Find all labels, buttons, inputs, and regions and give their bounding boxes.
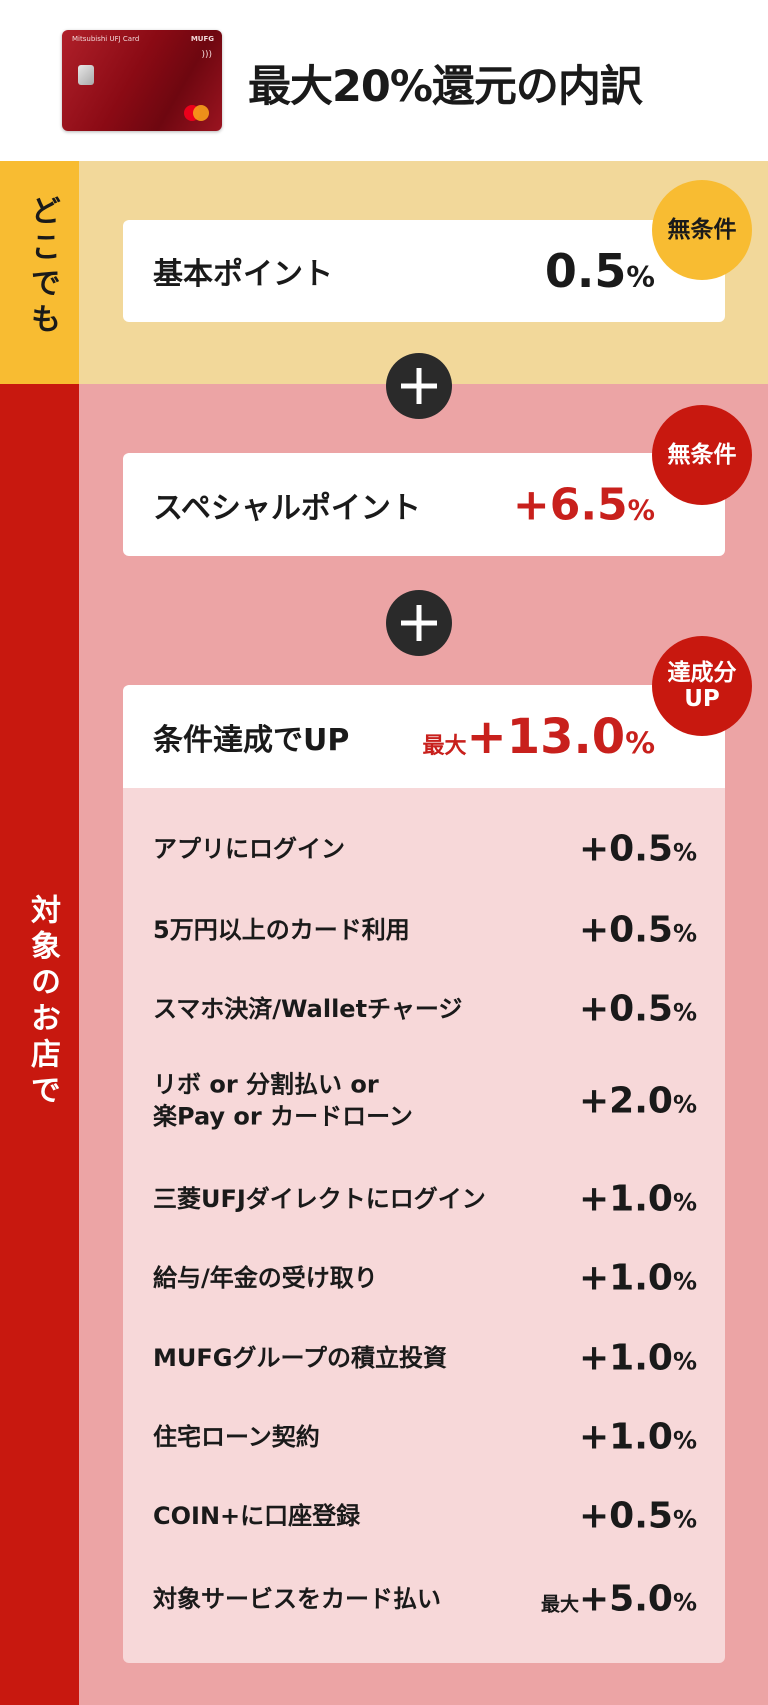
list-item: 給与/年金の受け取り +1.0% [123,1248,725,1308]
credit-card-image: Mitsubishi UFJ Card MUFG ))) [62,30,222,131]
plus-icon [386,353,452,419]
item-value: +0.5% [579,828,697,870]
item-label: スマホ決済/Walletチャージ [153,994,463,1023]
basic-point-card: 基本ポイント 0.5% [123,220,725,322]
conditional-point-label: 条件達成でUP [153,722,350,758]
plus-icon [386,590,452,656]
conditional-point-value: 最大+13.0% [422,708,655,765]
item-label: 5万円以上のカード利用 [153,915,410,944]
unconditional-badge-red: 無条件 [652,405,752,505]
item-value: 最大+5.0% [541,1578,697,1620]
item-label: 対象サービスをカード払い [153,1584,441,1613]
list-item: スマホ決済/Walletチャージ +0.5% [123,979,725,1039]
basic-point-label: 基本ポイント [153,257,333,292]
achievement-up-badge: 達成分 UP [652,636,752,736]
basic-point-value: 0.5% [544,244,655,298]
item-label: リボ or 分割払い or 楽Pay or カードローン [153,1070,413,1131]
badge-line-2: UP [684,686,720,712]
anywhere-side-strip: どこでも [0,161,79,385]
item-label: MUFGグループの積立投資 [153,1343,448,1372]
list-item: MUFGグループの積立投資 +1.0% [123,1328,725,1388]
item-value: +1.0% [579,1257,697,1299]
item-value: +1.0% [579,1416,697,1458]
item-value: +1.0% [579,1337,697,1379]
anywhere-side-label: どこでも [25,195,60,339]
chip-icon [78,65,94,85]
stores-side-strip: 対象のお店で [0,384,79,1705]
list-item: 三菱UFJダイレクトにログイン +1.0% [123,1169,725,1229]
list-item: アプリにログイン +0.5% [123,819,725,879]
item-value: +0.5% [579,988,697,1030]
item-label: アプリにログイン [153,834,345,863]
mastercard-logo-orange [193,105,209,121]
stores-side-label: 対象のお店で [25,894,60,1110]
page-title: 最大20%還元の内訳 [248,62,643,112]
badge-line-1: 達成分 [667,659,737,686]
special-point-card: スペシャルポイント +6.5% [123,453,725,556]
list-item: 5万円以上のカード利用 +0.5% [123,900,725,960]
item-label: 給与/年金の受け取り [153,1263,378,1292]
item-value: +0.5% [579,1495,697,1537]
item-label: COIN+に口座登録 [153,1501,361,1530]
unconditional-badge: 無条件 [652,180,752,280]
condition-list: アプリにログイン +0.5% 5万円以上のカード利用 +0.5% スマホ決済/Wal… [123,788,725,1663]
item-value: +2.0% [579,1080,697,1122]
item-value: +1.0% [579,1178,697,1220]
list-item: COIN+に口座登録 +0.5% [123,1486,725,1546]
item-label: 住宅ローン契約 [153,1422,320,1451]
mufg-logo: MUFG [190,35,214,43]
contactless-icon: ))) [201,50,212,60]
item-value: +0.5% [579,909,697,951]
conditional-point-card: 条件達成でUP 最大+13.0% [123,685,725,788]
list-item: リボ or 分割払い or 楽Pay or カードローン +2.0% [123,1056,725,1146]
item-label: 三菱UFJダイレクトにログイン [153,1184,486,1213]
card-brand-text: Mitsubishi UFJ Card [72,35,140,43]
special-point-label: スペシャルポイント [153,490,421,526]
special-point-value: +6.5% [512,479,655,530]
list-item: 住宅ローン契約 +1.0% [123,1407,725,1467]
list-item: 対象サービスをカード払い 最大+5.0% [123,1569,725,1629]
